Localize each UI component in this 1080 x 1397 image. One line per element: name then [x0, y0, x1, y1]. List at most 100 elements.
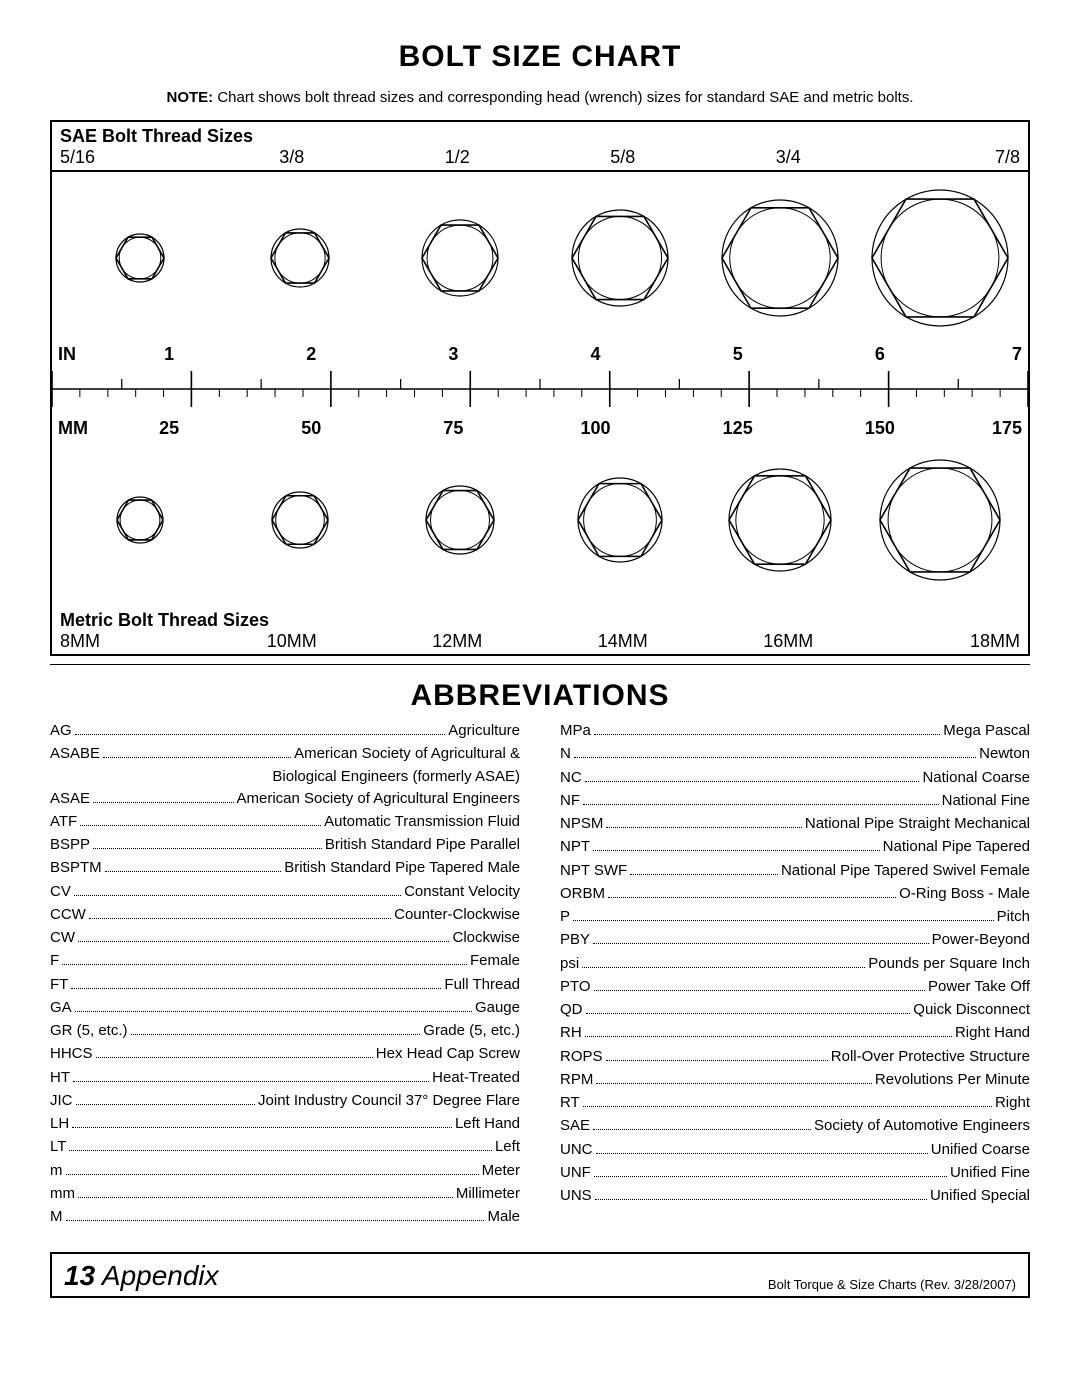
abbrev-def: Female	[470, 949, 520, 972]
abbrev-row: NPSMNational Pipe Straight Mechanical	[560, 812, 1030, 835]
ruler-num: 5	[667, 344, 809, 365]
abbrev-dots	[582, 967, 865, 968]
page-title-bolt: Bolt Size Chart	[50, 40, 1030, 74]
ruler-unit: IN	[58, 344, 98, 365]
abbrev-dots	[96, 1057, 373, 1058]
abbrev-row: ATFAutomatic Transmission Fluid	[50, 810, 520, 833]
bolt-hex-icon	[115, 495, 165, 545]
abbrev-row: RTRight	[560, 1091, 1030, 1114]
abbrev-key: HHCS	[50, 1042, 93, 1065]
footer-page-num: 13	[64, 1260, 95, 1291]
hex-cell	[380, 218, 540, 298]
ruler-num: 150	[809, 418, 951, 439]
hex-cell	[540, 476, 700, 564]
abbrev-key: CCW	[50, 903, 86, 926]
hex-cell	[380, 484, 540, 556]
abbrev-key: UNS	[560, 1184, 592, 1207]
abbrev-key: LT	[50, 1135, 66, 1158]
abbrev-key: M	[50, 1205, 63, 1228]
abbrev-def: Unified Special	[930, 1184, 1030, 1207]
abbrev-key: LH	[50, 1112, 69, 1135]
hex-cell	[860, 458, 1020, 582]
abbrev-key: N	[560, 742, 571, 765]
abbrev-dots	[78, 941, 449, 942]
abbrev-key: mm	[50, 1182, 75, 1205]
abbrev-row: BSPPBritish Standard Pipe Parallel	[50, 833, 520, 856]
ruler-num: 1	[98, 344, 240, 365]
abbrev-row: UNFUnified Fine	[560, 1161, 1030, 1184]
abbrev-key: SAE	[560, 1114, 590, 1137]
page-footer: 13 Appendix Bolt Torque & Size Charts (R…	[50, 1252, 1030, 1298]
abbrev-dots	[78, 1197, 453, 1198]
abbrev-dots	[593, 850, 880, 851]
abbrev-def: National Pipe Tapered Swivel Female	[781, 859, 1030, 882]
abbrev-row: JICJoint Industry Council 37° Degree Fla…	[50, 1089, 520, 1112]
abbrev-def: Revolutions Per Minute	[875, 1068, 1030, 1091]
abbrev-row: mMeter	[50, 1159, 520, 1182]
abbrev-dots	[594, 990, 925, 991]
ruler-ticks	[52, 365, 1028, 413]
abbrev-key: NPSM	[560, 812, 603, 835]
abbrev-row: CVConstant Velocity	[50, 880, 520, 903]
abbrev-row: HHCSHex Head Cap Screw	[50, 1042, 520, 1065]
ruler-num: 50	[240, 418, 382, 439]
abbrev-def: Left	[495, 1135, 520, 1158]
size-label: 16MM	[706, 631, 872, 652]
metric-hex-row	[52, 434, 1028, 606]
abbrev-def: Power Take Off	[928, 975, 1030, 998]
abbrev-dots	[606, 827, 802, 828]
abbrev-key: F	[50, 949, 59, 972]
bolt-hex-icon	[424, 484, 496, 556]
bolt-hex-icon	[727, 467, 833, 573]
abbrev-def: Male	[487, 1205, 520, 1228]
abbrev-def: Millimeter	[456, 1182, 520, 1205]
abbrev-row: BSPTMBritish Standard Pipe Tapered Male	[50, 856, 520, 879]
abbrev-dots	[593, 1129, 811, 1130]
ruler-num: 4	[524, 344, 666, 365]
abbrev-key: QD	[560, 998, 583, 1021]
abbrev-dots	[583, 1106, 992, 1107]
abbrev-dots	[606, 1060, 828, 1061]
hex-cell	[220, 227, 380, 289]
bolt-hex-icon	[576, 476, 664, 564]
abbrev-key: UNF	[560, 1161, 591, 1184]
bolt-hex-icon	[269, 227, 331, 289]
sae-header: SAE Bolt Thread Sizes	[52, 122, 1028, 147]
abbrev-key: psi	[560, 952, 579, 975]
abbrev-row: LT Left	[50, 1135, 520, 1158]
abbrev-def: Pounds per Square Inch	[868, 952, 1030, 975]
abbrev-row: CWClockwise	[50, 926, 520, 949]
abbrev-dots	[630, 874, 778, 875]
abbrev-row: MPaMega Pascal	[560, 719, 1030, 742]
abbrev-dots	[93, 848, 322, 849]
ruler-num: 75	[382, 418, 524, 439]
abbrev-row: NFNational Fine	[560, 789, 1030, 812]
page-title-abbrev: Abbreviations	[50, 679, 1030, 713]
size-label: 12MM	[374, 631, 540, 652]
abbrev-dots	[103, 757, 291, 758]
abbrev-dots	[586, 1013, 911, 1014]
abbrev-row: NPT SWFNational Pipe Tapered Swivel Fema…	[560, 859, 1030, 882]
metric-size-row: 8MM10MM12MM14MM16MM18MM	[52, 631, 1028, 654]
abbrev-key: BSPTM	[50, 856, 102, 879]
abbrev-dots	[73, 1081, 429, 1082]
abbrev-col-right: MPaMega PascalNNewtonNCNational CoarseNF…	[560, 719, 1030, 1228]
metric-header: Metric Bolt Thread Sizes	[52, 606, 1028, 631]
abbrev-row: HTHeat-Treated	[50, 1066, 520, 1089]
abbrev-dots	[76, 1104, 256, 1105]
footer-section-title: Appendix	[95, 1260, 219, 1291]
abbrev-def: Meter	[482, 1159, 520, 1182]
abbrev-def: Counter-Clockwise	[394, 903, 520, 926]
abbrev-def: Quick Disconnect	[913, 998, 1030, 1021]
size-label: 3/4	[706, 147, 872, 168]
abbrev-def: American Society of Agricultural &	[294, 742, 520, 765]
abbrev-key: ORBM	[560, 882, 605, 905]
abbrev-dots	[596, 1153, 928, 1154]
abbrev-def: Left Hand	[455, 1112, 520, 1135]
abbrev-row: RPMRevolutions Per Minute	[560, 1068, 1030, 1091]
abbrev-key: NF	[560, 789, 580, 812]
size-label: 10MM	[209, 631, 375, 652]
abbrev-key: FT	[50, 973, 68, 996]
abbrev-row: ASABEAmerican Society of Agricultural &	[50, 742, 520, 765]
bolt-chart-box: SAE Bolt Thread Sizes 5/163/81/25/83/47/…	[50, 120, 1030, 656]
